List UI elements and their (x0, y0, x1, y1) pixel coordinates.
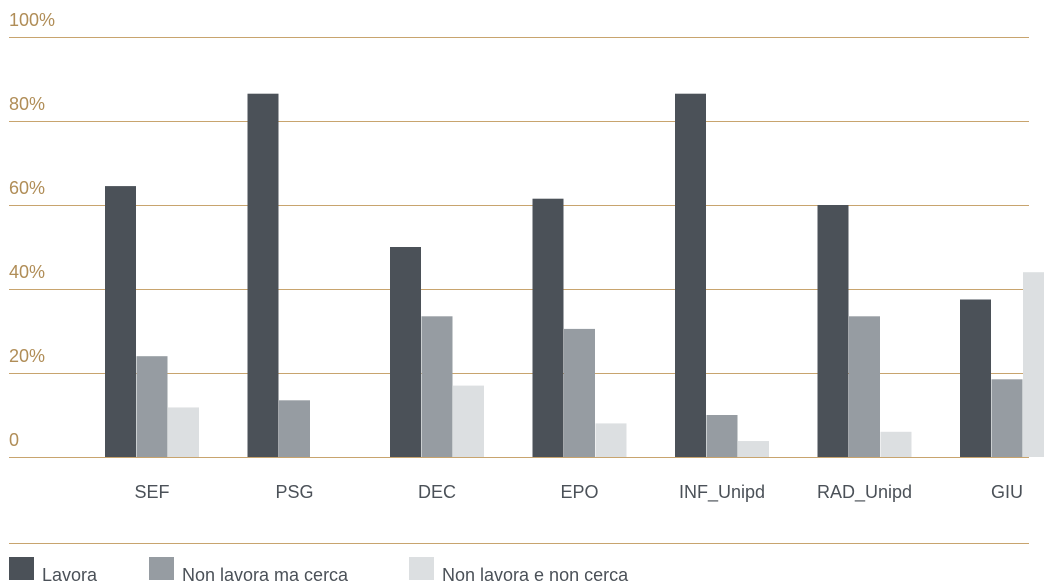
bar-non-lavora-ma-cerca-rad_unipd (849, 316, 880, 457)
legend-swatch-non-lavora-e-non-cerca (409, 557, 434, 580)
legend-item-non-lavora-ma-cerca: Non lavora ma cerca (149, 557, 348, 584)
bar-lavora-epo (532, 198, 564, 457)
legend-item-lavora: Lavora (9, 557, 97, 584)
bar-non-lavora-ma-cerca-sef (136, 356, 168, 457)
y-tick-label: 80% (9, 94, 45, 114)
bar-non-lavora-ma-cerca-psg (279, 400, 310, 457)
legend-label-lavora: Lavora (42, 565, 98, 585)
legend-swatch-non-lavora-ma-cerca (149, 557, 174, 580)
bar-non-lavora-e-non-cerca-rad_unipd (880, 431, 912, 457)
bar-lavora-psg (247, 93, 279, 457)
y-tick-label: 0 (9, 430, 19, 450)
legend-label-non-lavora-ma-cerca: Non lavora ma cerca (182, 565, 349, 585)
bar-non-lavora-e-non-cerca-inf_unipd (738, 441, 769, 457)
x-tick-label: INF_Unipd (679, 482, 765, 503)
bar-lavora-rad_unipd (817, 205, 849, 457)
y-tick-label: 100% (9, 10, 55, 30)
y-axis-ticks: 0 20% 40% 60% 80% 100% (9, 10, 55, 450)
x-tick-label: DEC (418, 482, 456, 502)
bar-lavora-sef (105, 186, 136, 457)
bar-lavora-dec (390, 247, 421, 457)
x-tick-label: RAD_Unipd (817, 482, 912, 503)
legend: Lavora Non lavora ma cerca Non lavora e … (9, 557, 1029, 584)
bar-non-lavora-e-non-cerca-epo (595, 423, 627, 457)
y-tick-label: 20% (9, 346, 45, 366)
bar-non-lavora-ma-cerca-epo (564, 328, 595, 457)
x-tick-label: GIU (991, 482, 1023, 502)
legend-label-non-lavora-e-non-cerca: Non lavora e non cerca (442, 565, 629, 585)
bar-lavora-giu (960, 299, 991, 457)
bar-non-lavora-ma-cerca-inf_unipd (706, 415, 738, 457)
gridlines (9, 37, 1029, 544)
bar-lavora-inf_unipd (675, 93, 706, 457)
bar-non-lavora-ma-cerca-giu (991, 379, 1023, 457)
y-tick-label: 40% (9, 262, 45, 282)
x-axis-ticks: SEF PSG DEC EPO INF_Unipd RAD_Unipd GIU (134, 482, 1023, 503)
bar-non-lavora-ma-cerca-dec (421, 316, 453, 457)
legend-swatch-lavora (9, 557, 34, 580)
y-tick-label: 60% (9, 178, 45, 198)
bar-non-lavora-e-non-cerca-giu (1023, 272, 1044, 457)
bar-non-lavora-e-non-cerca-sef (168, 407, 199, 457)
x-tick-label: EPO (560, 482, 598, 502)
x-tick-label: SEF (134, 482, 169, 502)
x-tick-label: PSG (275, 482, 313, 502)
bar-non-lavora-e-non-cerca-dec (453, 385, 484, 457)
legend-item-non-lavora-e-non-cerca: Non lavora e non cerca (409, 557, 628, 584)
bars (105, 93, 1044, 457)
